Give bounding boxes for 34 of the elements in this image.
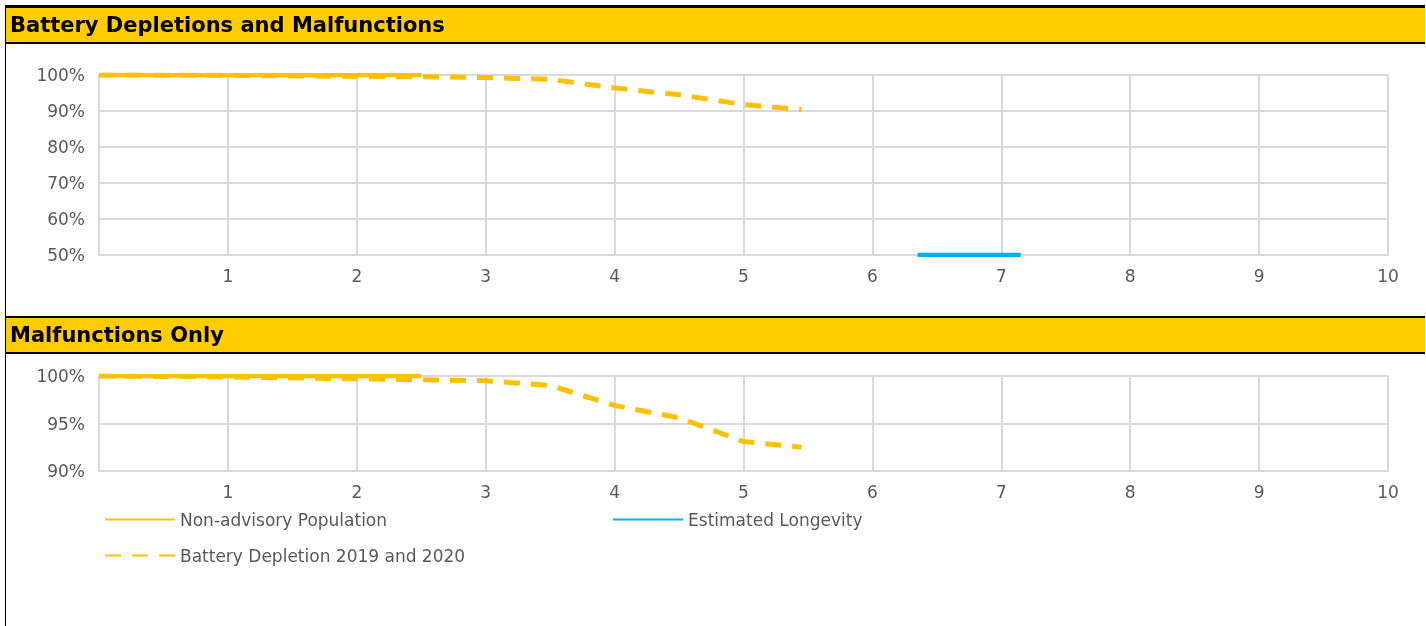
y-tick-label: 95% [47, 413, 85, 434]
x-tick-label: 2 [351, 265, 363, 286]
chart-title: Battery Depletions and Malfunctions [6, 6, 1425, 44]
legend-label: Estimated Longevity [688, 509, 863, 530]
y-tick-label: 100% [36, 366, 85, 386]
x-tick-label: 4 [609, 265, 621, 286]
x-tick-label: 1 [222, 481, 234, 502]
x-tick-label: 3 [480, 265, 492, 286]
y-tick-label: 90% [47, 461, 85, 481]
legend-label: Non-advisory Population [180, 509, 388, 530]
chart-title: Malfunctions Only [6, 316, 1425, 354]
y-tick-label: 100% [36, 65, 85, 85]
x-tick-label: 10 [1377, 481, 1399, 502]
x-tick-label: 8 [1124, 481, 1136, 502]
y-tick-label: 80% [47, 137, 85, 157]
x-tick-label: 7 [995, 481, 1007, 502]
x-tick-label: 5 [738, 481, 749, 502]
x-tick-label: 10 [1377, 265, 1399, 286]
x-tick-label: 3 [480, 481, 492, 502]
x-tick-label: 7 [995, 265, 1007, 286]
x-tick-label: 8 [1124, 265, 1136, 286]
x-tick-label: 6 [866, 265, 878, 286]
x-tick-label: 5 [738, 265, 749, 286]
y-tick-label: 90% [47, 101, 85, 121]
x-tick-label: 1 [222, 265, 234, 286]
legend-label: Battery Depletion 2019 and 2020 [180, 545, 466, 566]
y-tick-label: 70% [47, 173, 85, 193]
y-tick-label: 50% [47, 245, 85, 265]
y-tick-label: 60% [47, 209, 85, 229]
x-tick-label: 9 [1253, 265, 1265, 286]
x-tick-label: 4 [609, 481, 621, 502]
x-tick-label: 9 [1253, 481, 1265, 502]
x-tick-label: 2 [351, 481, 363, 502]
x-tick-label: 6 [866, 481, 878, 502]
